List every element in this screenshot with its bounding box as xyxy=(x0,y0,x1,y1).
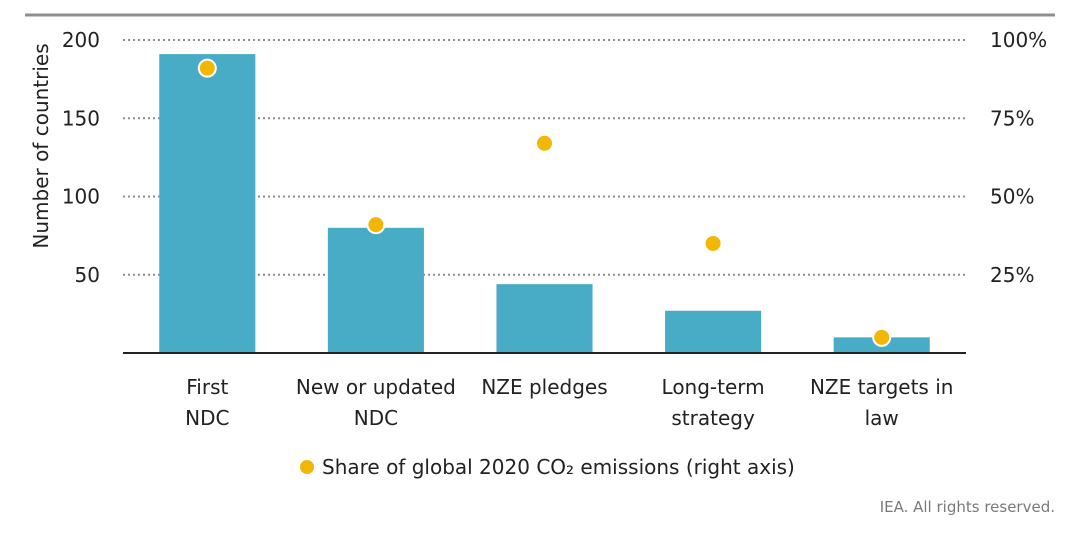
y2-tick-label: 100% xyxy=(990,28,1047,52)
x-tick-label: NDC xyxy=(354,406,398,430)
data-point xyxy=(197,58,217,78)
x-tick-label: New or updated xyxy=(296,375,456,399)
x-tick-label: Long-term xyxy=(662,375,765,399)
grid-layer xyxy=(123,39,966,276)
x-tick-label: First xyxy=(186,375,228,399)
y-tick-label: 100 xyxy=(62,185,100,209)
category-labels: First NDC New or updated NDC NZE pledges Long… xyxy=(185,375,953,430)
x-tick-label: NZE pledges xyxy=(481,375,607,399)
y2-tick-label: 25% xyxy=(990,263,1034,287)
bar xyxy=(159,54,256,354)
bar xyxy=(665,310,762,353)
credit-text: IEA. All rights reserved. xyxy=(879,498,1055,516)
x-tick-label: NZE targets in xyxy=(810,375,953,399)
tick-layer: 200 100% 150 75% 100 50% 50 25% xyxy=(62,28,1047,287)
bar xyxy=(327,227,424,353)
data-point xyxy=(703,233,723,253)
bar xyxy=(496,284,593,353)
y-axis-label: Number of countries xyxy=(29,43,53,248)
legend-marker xyxy=(300,460,314,474)
data-point xyxy=(366,215,386,235)
x-tick-label: strategy xyxy=(671,406,755,430)
point-layer xyxy=(197,58,892,347)
y-tick-label: 150 xyxy=(62,106,100,130)
x-tick-label: law xyxy=(865,406,899,430)
data-point xyxy=(872,327,892,347)
y2-tick-label: 50% xyxy=(990,185,1034,209)
y-tick-label: 50 xyxy=(75,263,100,287)
y-tick-label: 200 xyxy=(62,28,100,52)
x-tick-label: NDC xyxy=(185,406,229,430)
legend: Share of global 2020 CO₂ emissions (righ… xyxy=(300,453,795,481)
legend-label: Share of global 2020 CO₂ emissions (righ… xyxy=(322,455,795,479)
data-point xyxy=(535,133,554,153)
y2-tick-label: 75% xyxy=(990,106,1034,130)
bar-layer xyxy=(159,54,930,354)
